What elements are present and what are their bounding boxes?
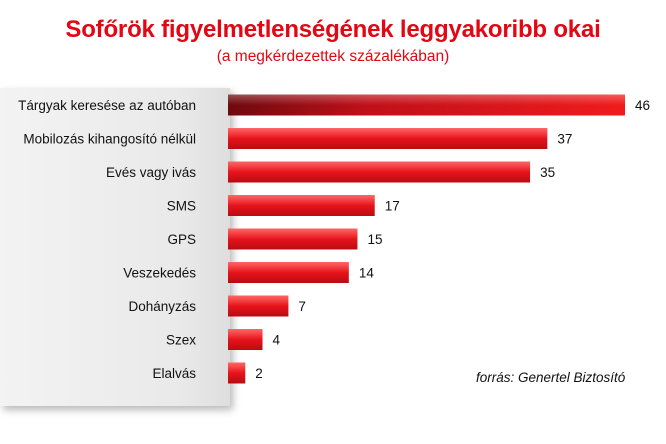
category-label-panel	[0, 88, 230, 406]
value-label: 4	[273, 333, 281, 348]
category-label: Elalvás	[152, 366, 196, 381]
category-label: Evés vagy ivás	[106, 165, 196, 180]
value-label: 17	[385, 199, 400, 214]
bar-shine	[228, 228, 358, 250]
source-note: forrás: Genertel Biztosító	[476, 370, 626, 385]
category-label: GPS	[167, 232, 196, 247]
bar-shine	[228, 195, 375, 216]
category-label: Mobilozás kihangosító nélkül	[23, 132, 196, 147]
value-labels: 46 37 35 17 15 14 7 4 2	[255, 98, 650, 381]
bars	[228, 94, 625, 384]
value-label: 2	[255, 366, 263, 381]
value-label: 7	[298, 299, 306, 314]
chart-subtitle: (a megkérdezettek százalékában)	[216, 48, 450, 65]
value-label: 35	[540, 165, 555, 180]
value-label: 37	[557, 132, 572, 147]
bar-shine	[228, 262, 349, 283]
bar-shine	[228, 161, 531, 183]
value-label: 14	[359, 266, 375, 281]
value-label: 15	[367, 232, 382, 247]
bar-shine	[228, 329, 263, 350]
value-label: 46	[635, 98, 650, 113]
chart-title: Sofőrök figyelmetlenségének leggyakoribb…	[65, 16, 601, 43]
bar-shine	[228, 295, 289, 317]
bar-shine	[228, 128, 548, 149]
category-label: Tárgyak keresése az autóban	[18, 98, 196, 113]
bar-shine	[228, 362, 246, 384]
category-label: Veszekedés	[123, 266, 196, 281]
category-labels: Tárgyak keresése az autóban Mobilozás kih…	[18, 98, 196, 381]
category-label: SMS	[167, 199, 196, 214]
bar-shine	[228, 94, 625, 116]
category-label: Dohányzás	[128, 299, 196, 314]
category-label: Szex	[166, 333, 196, 348]
